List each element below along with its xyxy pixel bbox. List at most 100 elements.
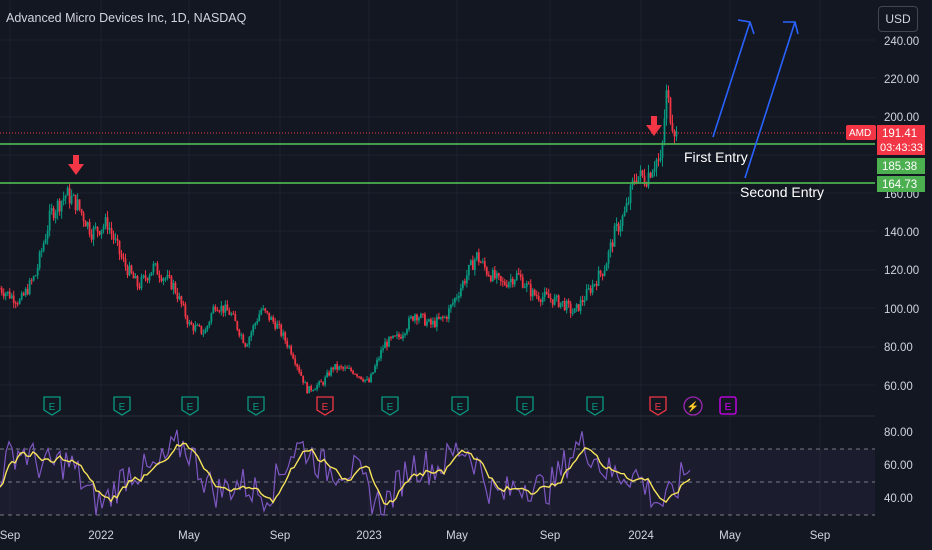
- earnings-event-icon[interactable]: E: [586, 396, 604, 416]
- currency-button[interactable]: USD: [878, 6, 918, 32]
- candle: [477, 252, 480, 263]
- candle: [469, 260, 472, 265]
- earnings-event-icon[interactable]: E: [451, 396, 469, 416]
- candle: [485, 267, 488, 275]
- candle: [0, 288, 1, 290]
- candle: [314, 389, 317, 391]
- candle: [539, 300, 542, 303]
- earnings-event-icon[interactable]: E: [43, 396, 61, 416]
- candle: [559, 302, 562, 308]
- earnings-event-icon[interactable]: E: [316, 396, 334, 416]
- split-event-icon[interactable]: ⚡: [683, 396, 703, 416]
- candle: [394, 335, 396, 337]
- candle: [214, 306, 217, 310]
- time-axis[interactable]: Sep 2022 May Sep 2023 May Sep 2024 May S…: [0, 530, 830, 542]
- candle: [627, 202, 630, 204]
- time-axis-tick: 2023: [356, 530, 382, 542]
- candle: [420, 313, 422, 318]
- time-axis-tick: Sep: [540, 530, 560, 542]
- candle: [294, 358, 297, 365]
- candle: [34, 275, 37, 277]
- candle: [615, 223, 618, 226]
- candle: [455, 297, 458, 299]
- candle: [519, 274, 522, 278]
- candle: [64, 195, 67, 199]
- second-entry-label: Second Entry: [740, 184, 824, 200]
- candle: [42, 243, 45, 251]
- candle: [288, 346, 291, 348]
- candle: [607, 251, 610, 264]
- chart-title: Advanced Micro Devices Inc, 1D, NASDAQ: [6, 11, 247, 25]
- candle: [463, 281, 466, 284]
- candle: [388, 337, 390, 347]
- earnings-event-icon[interactable]: E: [516, 396, 534, 416]
- candle: [611, 242, 614, 247]
- candle: [447, 308, 450, 319]
- candle: [563, 301, 566, 311]
- candle: [430, 319, 432, 325]
- candle: [16, 303, 19, 305]
- candle: [256, 321, 259, 324]
- price-axis-tick: 220.00: [884, 74, 919, 86]
- candle: [412, 316, 414, 321]
- candle: [66, 187, 69, 196]
- earnings-event-icon[interactable]: E: [719, 396, 737, 415]
- candle: [659, 157, 662, 161]
- candle: [647, 172, 650, 187]
- candle: [605, 263, 608, 271]
- candle: [525, 283, 528, 288]
- candle: [376, 359, 378, 367]
- earnings-event-icon[interactable]: E: [113, 396, 131, 416]
- candle: [252, 325, 255, 333]
- candle: [274, 321, 277, 329]
- candle: [396, 334, 398, 336]
- candle: [296, 364, 299, 367]
- candle: [621, 215, 624, 226]
- candle: [206, 325, 209, 330]
- candle: [414, 314, 416, 321]
- candle: [130, 265, 133, 274]
- candle: [74, 194, 77, 211]
- candle: [56, 200, 59, 213]
- candle: [517, 273, 520, 275]
- candle: [122, 257, 125, 259]
- candle: [579, 300, 582, 311]
- candle: [146, 278, 149, 281]
- candle: [328, 372, 331, 376]
- candle: [172, 282, 175, 290]
- level2-value: 164.73: [882, 179, 917, 191]
- candle: [178, 296, 181, 300]
- candle: [459, 288, 462, 297]
- earnings-event-icon[interactable]: E: [181, 396, 199, 416]
- candle: [228, 310, 231, 315]
- candle: [418, 317, 420, 321]
- candle: [152, 263, 155, 273]
- candle: [140, 276, 143, 289]
- candle: [527, 283, 530, 285]
- time-axis-tick: May: [446, 530, 468, 542]
- earnings-event-icon[interactable]: E: [381, 396, 399, 416]
- last-price-badge: AMD 191.41 03:43:33: [846, 125, 925, 155]
- earnings-event-icon[interactable]: E: [247, 396, 265, 416]
- candle: [358, 376, 360, 378]
- candle: [58, 200, 61, 212]
- first-entry-label: First Entry: [684, 149, 748, 165]
- candle: [218, 311, 221, 313]
- rsi-axis[interactable]: 80.00 60.00 40.00: [884, 427, 913, 505]
- candle: [495, 273, 498, 279]
- event-label: E: [655, 402, 662, 413]
- event-label: E: [187, 402, 194, 413]
- candle: [471, 260, 474, 270]
- candle: [188, 322, 191, 324]
- candle: [461, 281, 464, 289]
- candle: [603, 270, 606, 276]
- event-label: E: [49, 402, 56, 413]
- candle: [30, 280, 33, 282]
- candle: [14, 303, 17, 305]
- earnings-event-icon[interactable]: E: [649, 396, 667, 416]
- candle: [232, 313, 235, 315]
- price-axis[interactable]: 240.00 220.00 200.00 160.00 140.00 120.0…: [884, 36, 919, 393]
- candle: [238, 329, 241, 336]
